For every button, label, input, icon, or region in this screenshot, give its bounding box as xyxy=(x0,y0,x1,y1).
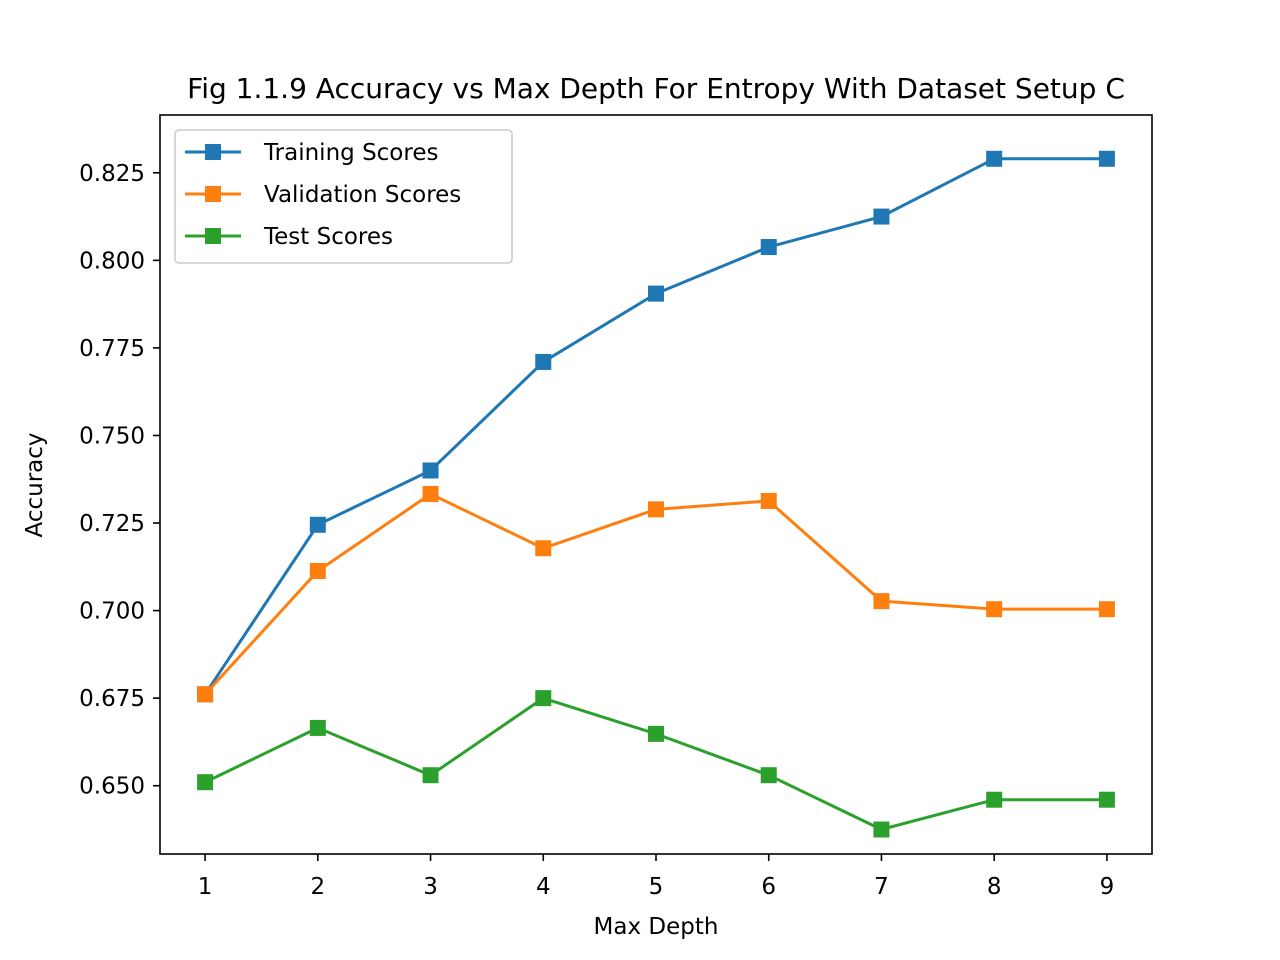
x-tick-label-1: 2 xyxy=(310,874,325,900)
x-tick-label-6: 7 xyxy=(874,874,889,900)
data-point-s2-1 xyxy=(309,719,326,736)
x-tick-label-5: 6 xyxy=(761,874,776,900)
data-point-s1-7 xyxy=(986,601,1003,618)
y-tick-label-5: 0.775 xyxy=(79,336,145,362)
plot-area xyxy=(197,150,1115,838)
legend-marker-2 xyxy=(205,228,221,244)
axes: 1 2 3 4 5 6 7 8 9 0.650 0.675 0.700 0.725 0.750 0.775 0… xyxy=(79,114,1153,900)
y-tick-label-3: 0.725 xyxy=(79,511,145,537)
legend-box xyxy=(174,129,513,264)
data-point-s1-4 xyxy=(648,501,664,518)
data-point-s0-5 xyxy=(760,239,777,256)
data-point-s0-1 xyxy=(309,516,326,533)
data-point-s2-6 xyxy=(873,821,890,838)
data-point-s1-1 xyxy=(309,563,326,580)
data-point-s1-2 xyxy=(422,485,439,502)
data-point-s2-8 xyxy=(1098,791,1115,808)
y-tick-label-7: 0.825 xyxy=(79,161,145,187)
data-point-s2-7 xyxy=(986,791,1003,808)
data-point-s2-4 xyxy=(648,725,664,742)
data-point-s2-0 xyxy=(197,774,214,791)
x-tick-label-4: 5 xyxy=(649,874,664,900)
legend-marker-1 xyxy=(205,186,221,202)
legend-label-1: Validation Scores xyxy=(264,182,461,208)
data-point-s0-4 xyxy=(648,285,664,302)
data-point-s0-6 xyxy=(873,208,890,225)
legend-label-0: Training Scores xyxy=(263,140,438,166)
data-point-s1-5 xyxy=(760,492,777,509)
y-tick-label-0: 0.650 xyxy=(79,774,145,800)
x-tick-label-2: 3 xyxy=(423,874,438,900)
x-tick-label-8: 9 xyxy=(1100,874,1115,900)
chart-title: Fig 1.1.9 Accuracy vs Max Depth For Entr… xyxy=(187,72,1125,105)
y-tick-label-1: 0.675 xyxy=(79,686,145,712)
y-tick-label-2: 0.700 xyxy=(79,599,145,625)
legend-marker-0 xyxy=(205,144,221,160)
data-point-s0-7 xyxy=(986,150,1003,167)
x-tick-label-3: 4 xyxy=(536,874,551,900)
x-axis-label: Max Depth xyxy=(594,914,719,940)
data-point-s1-6 xyxy=(873,593,890,610)
data-point-s0-2 xyxy=(422,462,439,479)
data-point-s1-3 xyxy=(535,540,552,557)
data-point-s2-5 xyxy=(760,767,777,784)
data-point-s0-3 xyxy=(535,353,552,370)
data-point-s2-2 xyxy=(422,767,439,784)
data-point-s2-3 xyxy=(535,690,552,707)
data-point-s1-0 xyxy=(197,686,214,703)
y-tick-label-4: 0.750 xyxy=(79,423,145,449)
x-tick-label-0: 1 xyxy=(198,874,213,900)
x-tick-label-7: 8 xyxy=(987,874,1002,900)
data-point-s1-8 xyxy=(1098,601,1115,618)
y-axis-label: Accuracy xyxy=(22,432,48,537)
legend-label-2: Test Scores xyxy=(263,224,393,250)
legend: Training Scores Validation Scores Test Sco… xyxy=(174,129,513,264)
data-point-s0-8 xyxy=(1098,150,1115,167)
y-tick-label-6: 0.800 xyxy=(79,248,145,274)
